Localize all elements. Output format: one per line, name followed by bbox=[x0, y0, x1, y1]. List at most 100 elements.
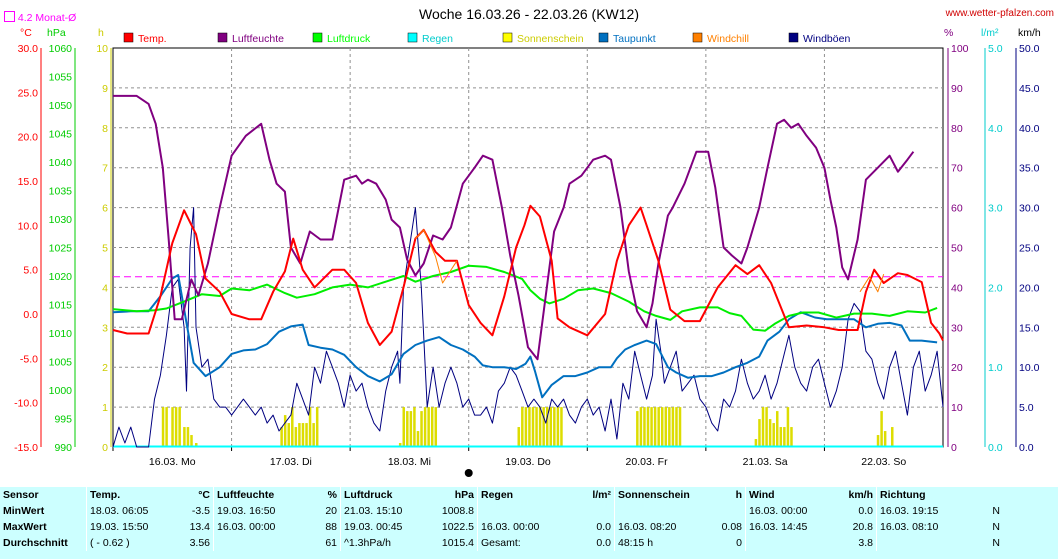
x-tick-label: 22.03. So bbox=[861, 456, 906, 468]
sunshine-bar bbox=[542, 407, 545, 447]
hum-tick-label: 30 bbox=[951, 322, 963, 334]
press-unit: hPa bbox=[47, 27, 66, 39]
stats-header: Sensor bbox=[3, 489, 39, 501]
series-taupunkt bbox=[112, 274, 938, 399]
press-tick-label: 1040 bbox=[49, 157, 73, 169]
legend-label: Sonnenschein bbox=[517, 33, 584, 45]
legend-swatch bbox=[598, 32, 609, 43]
stats-row: MinWert 18.03. 06:05 -3.5 19.03. 16:50 20 21.… bbox=[0, 503, 1003, 519]
sunshine-bar bbox=[165, 407, 168, 447]
sunshine-bar bbox=[312, 423, 315, 447]
sunshine-bar bbox=[880, 411, 883, 447]
stats-cell-value: N bbox=[992, 505, 1000, 517]
avg-marker-icon bbox=[4, 11, 15, 22]
sunshine-bar bbox=[294, 427, 298, 447]
legend-label: Luftdruck bbox=[327, 33, 371, 45]
x-tick-label: 19.03. Do bbox=[505, 456, 551, 468]
sunshine-bar bbox=[675, 407, 678, 447]
stats-cell-value: N bbox=[992, 537, 1000, 549]
stats-header: Richtung bbox=[876, 487, 967, 503]
sun-tick-label: 7 bbox=[102, 163, 108, 175]
stats-cell-time: 16.03. 14:45 bbox=[745, 519, 836, 535]
hum-tick-label: 60 bbox=[951, 203, 963, 215]
stats-cell-time: Gesamt: bbox=[477, 535, 568, 551]
stats-cell-time: ^1.3hPa/h bbox=[340, 535, 431, 551]
press-tick-label: 1000 bbox=[49, 385, 73, 397]
sunshine-bar bbox=[406, 411, 409, 447]
stats-cell-time: 16.03. 08:20 bbox=[614, 519, 705, 535]
hum-tick-label: 50 bbox=[951, 243, 963, 255]
stats-cell-value: 61 bbox=[325, 537, 337, 549]
sunshine-bar bbox=[891, 427, 894, 447]
sunshine-bar bbox=[291, 407, 294, 447]
sunshine-bar bbox=[779, 427, 783, 447]
sun-tick-label: 0 bbox=[102, 442, 108, 454]
sunshine-bar bbox=[678, 407, 682, 447]
stats-cell-time: 16.03. 00:00 bbox=[477, 519, 568, 535]
sun-tick-label: 5 bbox=[102, 243, 108, 255]
temp-tick-label: 25.0 bbox=[18, 87, 39, 99]
sunshine-bar bbox=[190, 435, 193, 447]
stats-cell-time: 19.03. 15:50 bbox=[86, 519, 177, 535]
press-tick-label: 1050 bbox=[49, 100, 73, 112]
wind-tick-label: 5.0 bbox=[1019, 402, 1034, 414]
temp-tick-label: -15.0 bbox=[14, 442, 38, 454]
sunshine-bar bbox=[636, 411, 639, 447]
stats-cell-time: 16.03. 00:00 bbox=[213, 519, 304, 535]
sunshine-bar bbox=[195, 443, 198, 447]
hum-tick-label: 10 bbox=[951, 402, 963, 414]
sunshine-bar bbox=[549, 407, 553, 447]
hum-tick-label: 70 bbox=[951, 163, 963, 175]
press-tick-label: 1010 bbox=[49, 328, 73, 340]
stats-header: Sonnenschein bbox=[614, 487, 705, 503]
avg-marker-text: 4.2 Monat-Ø bbox=[17, 12, 77, 24]
legend-label: Luftfeuchte bbox=[232, 33, 284, 45]
x-tick-label: 21.03. Sa bbox=[743, 456, 788, 468]
press-tick-label: 1015 bbox=[49, 300, 73, 312]
hum-tick-label: 80 bbox=[951, 123, 963, 135]
stats-cell-value: 1022.5 bbox=[441, 521, 474, 533]
x-tick-label: 20.03. Fr bbox=[626, 456, 669, 468]
stats-row: Durchschnitt ( - 0.62 ) 3.56 61 ^1.3hPa/h 101… bbox=[0, 535, 1003, 551]
temp-tick-label: 5.0 bbox=[23, 265, 38, 277]
sunshine-bar bbox=[434, 407, 438, 447]
sunshine-bar bbox=[183, 427, 186, 447]
stats-cell-time: 16.03. 00:00 bbox=[745, 503, 836, 519]
temp-tick-label: -10.0 bbox=[14, 398, 38, 410]
sunshine-bar bbox=[776, 411, 779, 447]
sunshine-bar bbox=[305, 423, 308, 447]
sunshine-bar bbox=[671, 407, 675, 447]
sunshine-bar bbox=[178, 407, 181, 447]
legend-swatch bbox=[788, 32, 799, 43]
temp-unit: °C bbox=[20, 27, 32, 39]
legend-swatch bbox=[692, 32, 703, 43]
stats-header-row: Sensor Temp. °C Luftfeuchte% Luftdruck hPa Reg… bbox=[0, 487, 1003, 503]
sunshine-bar bbox=[758, 419, 761, 447]
sunshine-bar bbox=[639, 407, 643, 447]
hum-tick-label: 20 bbox=[951, 362, 963, 374]
stats-cell-time: 16.03. 08:10 bbox=[876, 519, 967, 535]
site-url[interactable]: www.wetter-pfalzen.com bbox=[945, 8, 1054, 19]
stats-cell-time: 18.03. 06:05 bbox=[86, 503, 177, 519]
stats-cell-time: 16.03. 19:15 bbox=[876, 503, 967, 519]
sunshine-bar bbox=[161, 407, 165, 447]
chart-title: Woche 16.03.26 - 22.03.26 (KW12) bbox=[419, 6, 639, 22]
stats-header-unit: km/h bbox=[848, 489, 873, 501]
sun-tick-label: 4 bbox=[102, 282, 108, 294]
sunshine-bar bbox=[883, 431, 887, 447]
sunshine-bar bbox=[772, 423, 775, 447]
sun-tick-label: 1 bbox=[102, 402, 108, 414]
wind-tick-label: 50.0 bbox=[1019, 43, 1040, 55]
temp-tick-label: -5.0 bbox=[20, 353, 38, 365]
sunshine-bar bbox=[556, 407, 560, 447]
sunshine-bar bbox=[786, 407, 790, 447]
sunshine-bar bbox=[423, 407, 427, 447]
sunshine-bar bbox=[308, 407, 312, 447]
press-tick-label: 1025 bbox=[49, 243, 73, 255]
sunshine-bar bbox=[283, 415, 287, 447]
series-windchill bbox=[415, 229, 458, 284]
stats-cell-value: 0.0 bbox=[858, 505, 873, 517]
stats-cell-value: 20.8 bbox=[852, 521, 873, 533]
sunshine-bar bbox=[664, 407, 668, 447]
legend-swatch bbox=[123, 32, 134, 43]
